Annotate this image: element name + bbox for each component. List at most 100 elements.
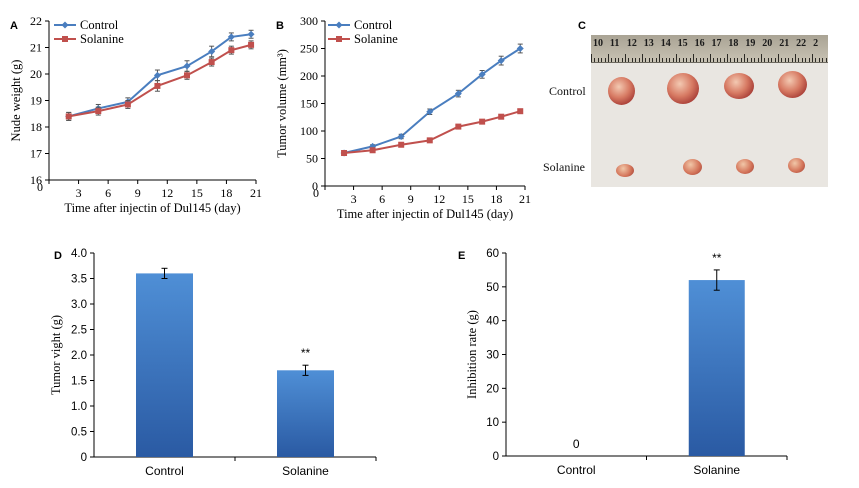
y-tick-label: 19 (30, 94, 42, 108)
ruler-tick (614, 58, 616, 62)
ruler-tick (764, 58, 766, 62)
data-point (341, 150, 348, 156)
ruler-tick (693, 54, 694, 62)
ruler-tick (733, 58, 735, 62)
data-point (228, 47, 235, 54)
x-tick-label: 3 (351, 192, 357, 206)
y-tick-label: 0.5 (71, 427, 87, 439)
weight-chart: 16 17 18 19 20 21 22 3 6 9 12 15 18 21 0 Time after inj… (9, 14, 262, 215)
y-tick-label: 21 (30, 41, 42, 55)
ruler-number: 22 (796, 38, 807, 49)
ruler-tick (642, 54, 643, 62)
data-point (208, 47, 216, 55)
ruler-number: 17 (711, 38, 722, 49)
tumor-control-3 (724, 73, 754, 99)
ruler-tick (808, 58, 810, 62)
y-tick-label: 100 (300, 124, 318, 138)
bar (688, 280, 745, 456)
ruler-number: 2 (813, 38, 819, 49)
category-label: Solanine (693, 463, 740, 477)
x-tick-label: 18 (220, 186, 232, 200)
y-tick-label: 20 (30, 67, 42, 81)
y-tick-label: 18 (30, 120, 42, 134)
data-point (95, 108, 102, 115)
data-point (153, 71, 161, 79)
ruler-number: 15 (677, 38, 688, 49)
ruler-tick (696, 58, 698, 62)
panel-label-b: B (276, 20, 284, 32)
x-tick-label: 21 (519, 192, 531, 206)
legend-marker (335, 21, 343, 29)
x-tick-label: 15 (191, 186, 203, 200)
ruler-tick (679, 58, 681, 62)
ruler-tick (706, 58, 708, 62)
legend-label: Control (80, 18, 119, 32)
x-tick-label: 9 (135, 186, 141, 200)
ruler-tick (720, 58, 722, 62)
y-tick-label: 30 (486, 350, 499, 362)
ruler-tick (689, 58, 691, 62)
ruler-tick (625, 54, 626, 62)
data-point (454, 90, 462, 98)
ruler-tick (604, 58, 606, 62)
ruler-tick (655, 58, 657, 62)
data-point (426, 137, 433, 144)
y-tick-label: 50 (306, 152, 318, 166)
data-point (247, 30, 255, 38)
y-tick-label: 200 (300, 69, 318, 83)
y-tick-label: 150 (300, 97, 318, 111)
ruler-tick (818, 58, 820, 62)
x-tick-label: 3 (76, 186, 82, 200)
y-tick-label: 2.5 (71, 325, 87, 337)
ruler-tick (798, 58, 800, 62)
y-tick-label: 1.0 (71, 401, 87, 413)
series-line (68, 43, 252, 118)
ruler-tick (591, 54, 592, 62)
photo-label-solanine: Solanine (543, 160, 585, 174)
ruler-tick (652, 58, 654, 62)
y-tick-label: 2.0 (71, 350, 87, 362)
y-tick-label: 250 (300, 42, 318, 56)
legend-label: Control (354, 18, 393, 32)
ruler-tick (676, 54, 677, 62)
ruler-number: 19 (745, 38, 756, 49)
legend-label: Solanine (80, 32, 124, 46)
data-point (183, 62, 191, 70)
ruler-tick (815, 58, 817, 62)
y-tick-label: 0 (312, 179, 318, 193)
data-point (455, 123, 462, 130)
y-tick-label: 0 (81, 452, 87, 464)
tumor-control-1 (608, 77, 635, 105)
ruler-tick (805, 58, 807, 62)
ruler-tick (594, 58, 596, 62)
data-point (479, 118, 486, 125)
ruler-tick (757, 58, 759, 62)
y-tick-label: 10 (486, 417, 499, 429)
ruler-tick (638, 58, 640, 62)
y-axis-title: Tumor volume (mm³) (275, 49, 289, 158)
ruler-tick (795, 54, 796, 62)
ruler-tick (771, 58, 773, 62)
annotation-label: ** (712, 251, 722, 265)
y-tick-label: 3.0 (71, 299, 87, 311)
ruler-tick (730, 58, 732, 62)
ruler-tick (672, 58, 674, 62)
data-point (65, 113, 72, 120)
y-tick-label: 16 (30, 173, 42, 187)
x-tick-label: 12 (161, 186, 173, 200)
panel-label-e: E (458, 250, 465, 262)
ruler-tick (747, 58, 749, 62)
data-point (184, 72, 190, 79)
ruler-tick (682, 58, 684, 62)
ruler-tick (791, 58, 793, 62)
volume-chart: 0 50 100 150 200 250 300 3 6 9 12 15 18 21 0 Time after… (275, 14, 531, 221)
data-point (397, 133, 405, 140)
x-tick-label: 6 (379, 192, 385, 206)
category-label: Control (557, 463, 596, 477)
ruler-tick (822, 58, 824, 62)
x-tick-label: 18 (490, 192, 502, 206)
ruler-tick (645, 58, 647, 62)
ruler-tick (740, 58, 742, 62)
ruler-tick (778, 54, 779, 62)
